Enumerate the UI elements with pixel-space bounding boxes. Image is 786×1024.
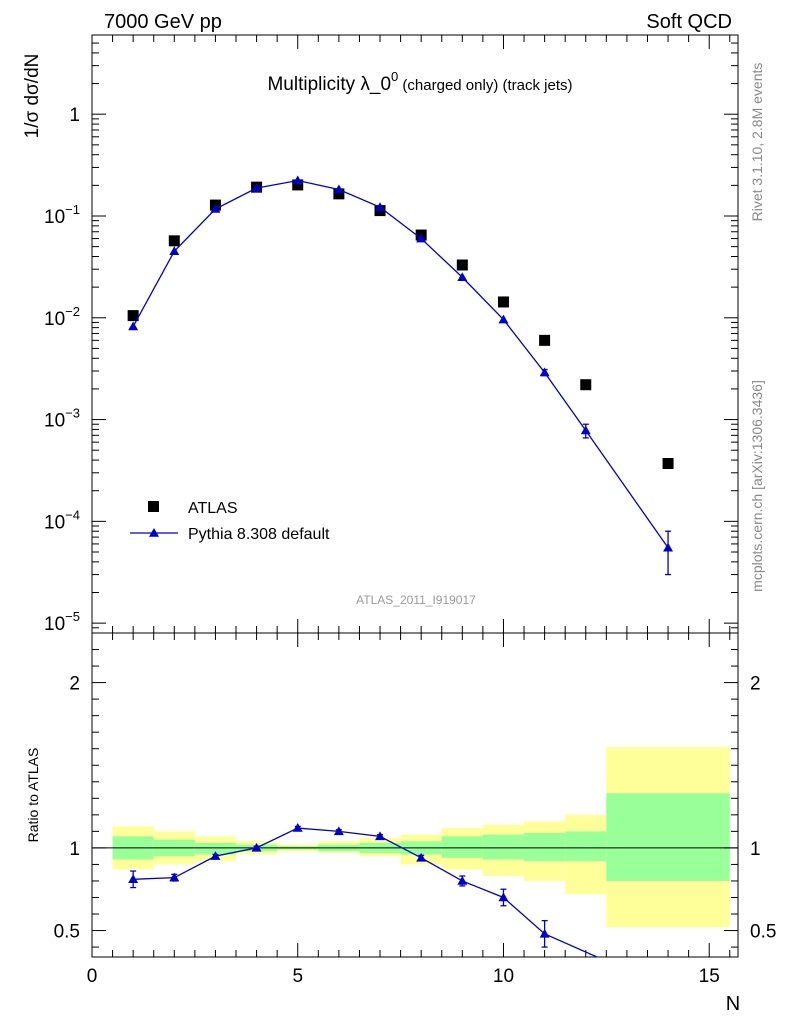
xlabel: N xyxy=(726,993,740,1015)
legend: ATLAS Pythia 8.308 default xyxy=(130,500,330,543)
legend-pythia-label: Pythia 8.308 default xyxy=(188,526,330,543)
ratio-series xyxy=(128,823,599,957)
ratio-point xyxy=(251,842,262,852)
ratio-point xyxy=(498,892,509,902)
analysis-watermark: ATLAS_2011_I919017 xyxy=(356,593,476,607)
pythia-point xyxy=(128,321,139,331)
ratio-point xyxy=(416,852,427,862)
atlas-point xyxy=(127,310,139,322)
atlas-point xyxy=(292,179,304,191)
atlas-point xyxy=(497,296,509,308)
ratio-y-tick-label-left: 0.5 xyxy=(54,922,80,943)
main-ylabel: 1/σ dσ/dN xyxy=(22,54,43,139)
ratio-point xyxy=(457,875,468,885)
stat-band xyxy=(482,834,525,860)
rivet-label: Rivet 3.1.10, 2.8M events xyxy=(749,63,765,222)
ratio-line xyxy=(133,827,599,957)
stat-band xyxy=(441,836,483,858)
ratio-point xyxy=(169,872,180,882)
header-right: Soft QCD xyxy=(646,11,732,33)
y-tick-label: 10−2 xyxy=(44,304,80,330)
y-tick-label: 10−4 xyxy=(44,507,80,533)
ratio-point xyxy=(210,851,221,860)
ratio-y-tick-label-left: 2 xyxy=(69,674,80,695)
pythia-point xyxy=(251,183,262,192)
ratio-y-tick-label-right: 2 xyxy=(750,674,761,695)
pythia-point xyxy=(210,204,221,213)
legend-pythia-marker xyxy=(149,528,159,537)
x-tick-label: 10 xyxy=(493,966,514,987)
stat-band xyxy=(565,831,607,862)
stat-band xyxy=(606,793,730,881)
pythia-point xyxy=(663,542,674,552)
legend-atlas-label: ATLAS xyxy=(188,500,238,517)
ratio-point xyxy=(292,823,303,832)
pythia-point xyxy=(498,314,509,324)
pythia-point xyxy=(292,175,303,185)
atlas-point xyxy=(580,379,592,391)
ratio-point xyxy=(333,826,344,836)
atlas-point xyxy=(662,458,674,470)
y-tick-label: 10−1 xyxy=(44,202,80,228)
y-tick-label: 1 xyxy=(69,105,80,126)
y-tick-label: 10−5 xyxy=(44,609,80,635)
pythia-point xyxy=(375,202,386,211)
ratio-y-tick-label-right: 1 xyxy=(750,839,761,860)
pythia-line xyxy=(132,179,669,549)
x-tick-label: 5 xyxy=(292,966,303,987)
x-tick-label: 0 xyxy=(87,966,98,987)
atlas-point xyxy=(168,235,180,247)
pythia-point xyxy=(457,272,468,282)
atlas-point xyxy=(333,188,345,200)
legend-atlas-marker xyxy=(148,501,159,512)
main-panel: 1 10−1 10−2 10−3 10−4 10−5 xyxy=(44,34,739,635)
y-tick-label: 10−3 xyxy=(44,406,80,432)
mcplots-label: mcplots.cern.ch [arXiv:1306.3436] xyxy=(749,380,765,592)
ratio-point xyxy=(539,928,550,938)
pythia-point xyxy=(580,425,591,435)
chart-title: Multiplicity λ_00 (charged only) (track … xyxy=(267,69,572,95)
stat-band xyxy=(194,842,237,855)
atlas-point xyxy=(456,259,468,271)
pythia-point xyxy=(416,233,427,243)
ratio-y-tick-label-right: 0.5 xyxy=(750,922,776,943)
ratio-ylabel: Ratio to ATLAS xyxy=(25,748,41,843)
ratio-point xyxy=(128,874,139,884)
ratio-panel: 0 5 10 15 0.5 0.5 1 1 2 2 xyxy=(54,632,776,987)
stat-band xyxy=(524,833,566,862)
ratio-y-tick-label-left: 1 xyxy=(69,839,80,860)
x-tick-label: 15 xyxy=(699,966,720,987)
atlas-point xyxy=(539,334,551,346)
ratio-frame xyxy=(91,632,739,958)
pythia-point xyxy=(333,184,344,194)
pythia-point xyxy=(169,246,180,256)
ratio-point xyxy=(375,831,386,841)
main-frame xyxy=(91,34,739,634)
header-left: 7000 GeV pp xyxy=(104,11,222,33)
pythia-point xyxy=(539,367,550,377)
